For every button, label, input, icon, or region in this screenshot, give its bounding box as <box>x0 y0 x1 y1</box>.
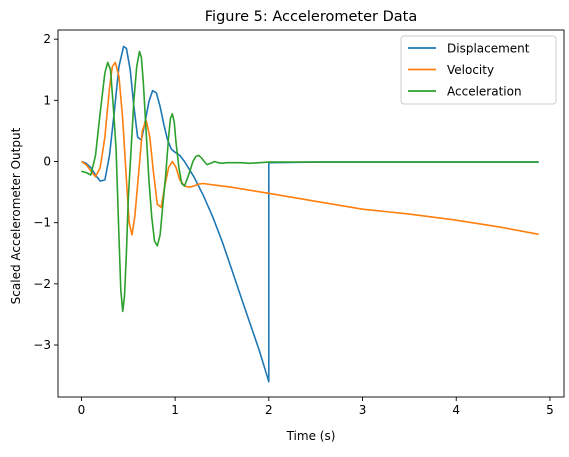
legend: Displacement Velocity Acceleration <box>400 35 557 105</box>
axes: 0 1 2 3 4 5 −3 −2 −1 0 1 2 <box>33 29 565 417</box>
legend-label-acceleration: Acceleration <box>447 85 522 99</box>
y-tick-label: −3 <box>33 338 51 352</box>
y-tick-label: 0 <box>43 155 51 169</box>
legend-box <box>400 35 557 105</box>
x-tick-label: 5 <box>546 403 554 417</box>
plot-frame <box>57 29 565 398</box>
x-axis-label: Time (s) <box>286 429 336 443</box>
y-tick-label: 2 <box>43 32 51 46</box>
y-axis-label: Scaled Accelerometer Output <box>9 127 23 304</box>
x-tick-label: 0 <box>78 403 86 417</box>
y-tick-label: −2 <box>33 277 51 291</box>
y-tick-label: 1 <box>43 93 51 107</box>
y-tick-label: −1 <box>33 216 51 230</box>
chart-title: Figure 5: Accelerometer Data <box>205 9 417 25</box>
plot-area <box>80 45 539 383</box>
x-tick-label: 2 <box>265 403 273 417</box>
legend-label-velocity: Velocity <box>447 63 494 77</box>
legend-label-displacement: Displacement <box>447 42 530 56</box>
series-line-acceleration <box>81 50 539 313</box>
x-tick-label: 1 <box>171 403 179 417</box>
x-tick-label: 3 <box>359 403 367 417</box>
x-tick-label: 4 <box>452 403 460 417</box>
